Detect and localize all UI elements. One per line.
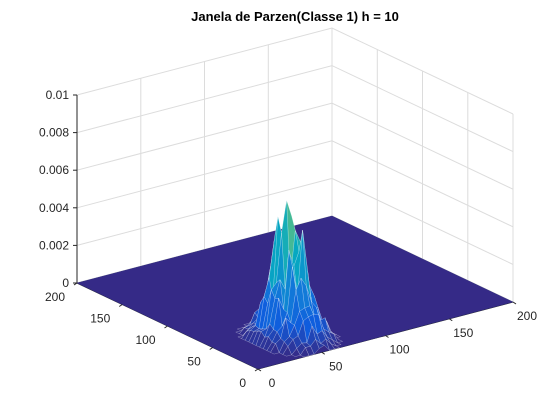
- z-tick-label: 0: [62, 276, 69, 290]
- x-tick-label: 100: [389, 343, 409, 357]
- x-tick-mark: [258, 369, 261, 371]
- z-tick-label: 0.004: [39, 201, 69, 215]
- y-tick-label: 50: [187, 355, 201, 369]
- y-tick-mark: [210, 348, 213, 350]
- z-tick-label: 0.002: [39, 238, 69, 252]
- y-tick-label: 100: [135, 333, 155, 347]
- x-tick-mark: [513, 302, 516, 304]
- x-tick-label: 200: [517, 309, 537, 323]
- z-tick-label: 0.01: [46, 88, 70, 102]
- y-tick-label: 150: [90, 312, 110, 326]
- z-tick-label: 0.008: [39, 126, 69, 140]
- x-tick-label: 0: [269, 376, 276, 390]
- chart-title: Janela de Parzen(Classe 1) h = 10: [191, 9, 399, 24]
- x-tick-mark: [322, 352, 325, 354]
- x-tick-label: 50: [329, 359, 343, 373]
- z-axis-ticks: 0 0.002 0.004 0.006 0.008 0.01: [39, 88, 77, 290]
- x-tick-mark: [449, 319, 452, 321]
- x-tick-mark: [386, 336, 389, 338]
- x-tick-label: 150: [453, 326, 473, 340]
- y-tick-mark: [119, 305, 122, 307]
- y-tick-label: 0: [239, 376, 246, 390]
- y-tick-label: 200: [45, 290, 65, 304]
- z-tick-label: 0.006: [39, 163, 69, 177]
- y-tick-mark: [165, 326, 168, 328]
- y-tick-mark: [255, 369, 258, 371]
